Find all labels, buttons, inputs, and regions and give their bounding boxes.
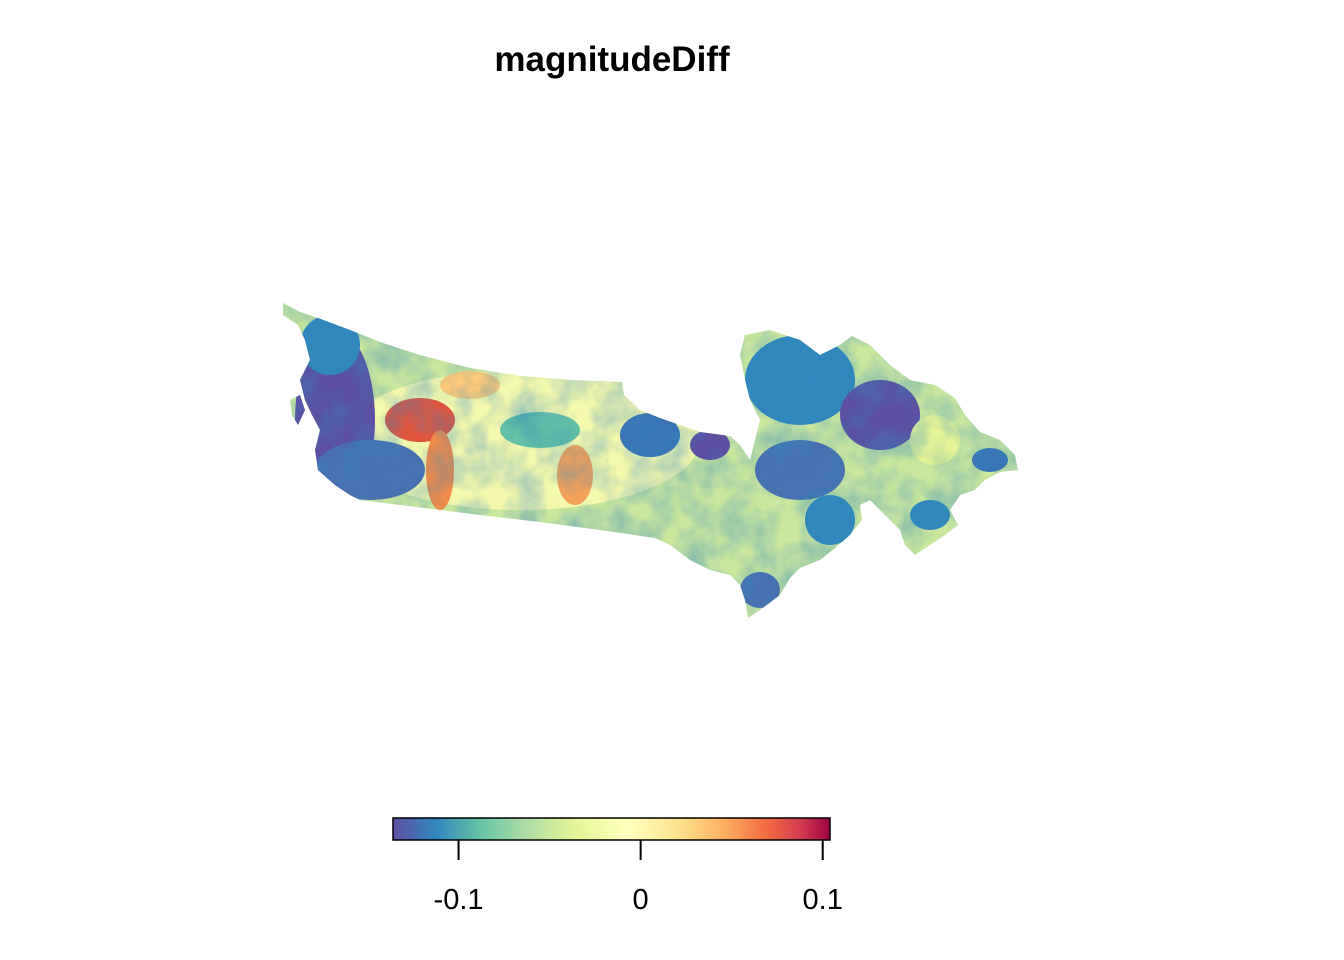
colorbar-tick-label: 0 xyxy=(632,884,649,916)
colorbar-tick-label: 0.1 xyxy=(802,884,843,916)
map-mottle xyxy=(283,303,1018,618)
colorbar-frame xyxy=(392,817,831,841)
colorbar-fill xyxy=(393,818,830,840)
colorbar-tick-label: -0.1 xyxy=(433,884,484,916)
map-title: magnitudeDiff xyxy=(494,40,730,79)
map-raster xyxy=(283,303,1018,618)
colorbar-ticks xyxy=(457,840,824,860)
